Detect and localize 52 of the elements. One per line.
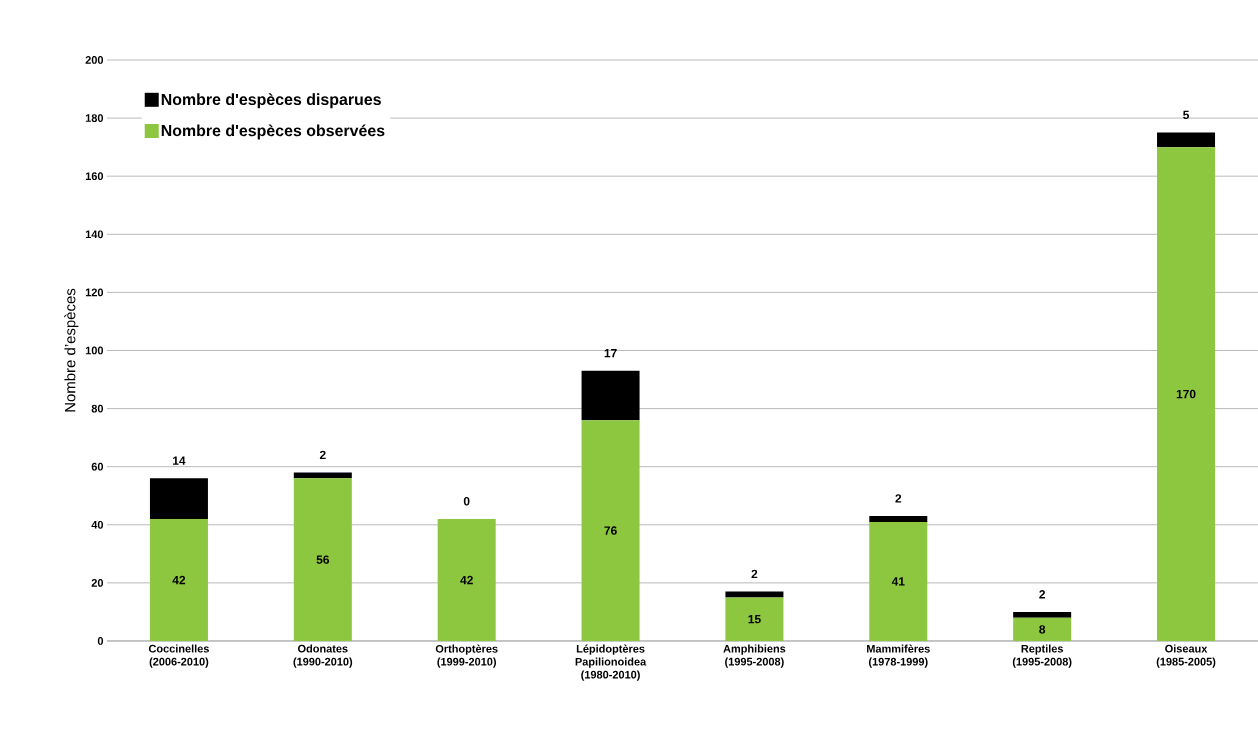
bar bbox=[581, 420, 640, 641]
x-tick-label: Oiseaux (1985-2005) bbox=[1156, 644, 1216, 668]
y-tick-label: 160 bbox=[85, 172, 104, 181]
x-tick-label: Reptiles (1995-2008) bbox=[1012, 644, 1072, 668]
bar bbox=[869, 521, 928, 641]
y-tick-label: 100 bbox=[85, 346, 104, 355]
x-tick-label: Lépidoptères Papilionoidea (1980-2010) bbox=[575, 644, 647, 681]
y-tick-label: 0 bbox=[97, 637, 104, 645]
data-label: 5 bbox=[1183, 110, 1190, 120]
data-label: 170 bbox=[1176, 389, 1196, 399]
data-label: 0 bbox=[463, 496, 470, 506]
bar bbox=[1157, 147, 1216, 641]
bar bbox=[725, 597, 784, 641]
data-label: 2 bbox=[751, 569, 758, 579]
data-label: 41 bbox=[891, 577, 905, 586]
bar bbox=[437, 518, 496, 641]
data-label: 42 bbox=[460, 575, 473, 585]
data-label: 17 bbox=[604, 349, 617, 358]
y-axis-title: Nombre d’espèces bbox=[64, 288, 79, 412]
x-tick-label: Odonates (1990-2010) bbox=[293, 644, 353, 668]
bar bbox=[293, 472, 352, 479]
data-label: 76 bbox=[604, 526, 617, 535]
y-tick-label: 120 bbox=[85, 288, 104, 297]
y-tick-label: 60 bbox=[91, 462, 104, 471]
data-label: 2 bbox=[895, 494, 902, 503]
data-label: 14 bbox=[173, 456, 186, 465]
y-tick-label: 140 bbox=[85, 230, 104, 239]
y-tick-label: 40 bbox=[91, 520, 104, 529]
data-label: 2 bbox=[1039, 590, 1046, 599]
bar bbox=[149, 478, 208, 519]
y-tick-label: 200 bbox=[85, 56, 104, 64]
data-label: 2 bbox=[319, 450, 326, 459]
bar bbox=[1013, 617, 1072, 641]
x-tick-label: Orthoptères (1999-2010) bbox=[435, 644, 498, 668]
bar bbox=[1157, 132, 1216, 148]
bar bbox=[1013, 611, 1072, 618]
bar bbox=[293, 478, 352, 641]
data-label: 8 bbox=[1039, 625, 1046, 634]
bar bbox=[149, 518, 208, 641]
x-tick-label: Coccinelles (2006-2010) bbox=[148, 644, 209, 668]
x-tick-label: Mammifères (1978-1999) bbox=[867, 644, 930, 668]
y-tick-label: 180 bbox=[85, 114, 104, 122]
legend-label: Nombre d'espèces disparues bbox=[161, 93, 381, 109]
legend-label: Nombre d'espèces observées bbox=[161, 124, 385, 140]
y-tick-label: 80 bbox=[91, 404, 104, 413]
data-label: 15 bbox=[748, 615, 761, 624]
bar bbox=[869, 516, 928, 522]
y-tick-label: 20 bbox=[91, 579, 104, 587]
bar bbox=[581, 370, 640, 421]
x-tick-label: Amphibiens (1995-2008) bbox=[723, 644, 786, 668]
data-label: 42 bbox=[172, 575, 186, 585]
data-label: 56 bbox=[316, 555, 330, 564]
